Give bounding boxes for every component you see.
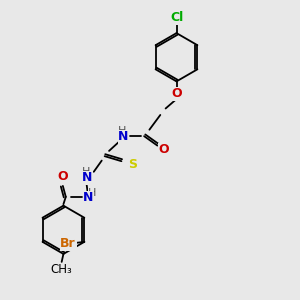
Text: S: S — [128, 158, 137, 171]
Text: N: N — [118, 130, 129, 143]
Text: CH₃: CH₃ — [50, 263, 72, 276]
Text: Cl: Cl — [170, 11, 183, 24]
Text: O: O — [171, 87, 182, 100]
Text: N: N — [82, 171, 92, 184]
Text: O: O — [158, 143, 169, 157]
Text: O: O — [57, 170, 68, 183]
Text: H: H — [118, 126, 127, 136]
Text: H: H — [82, 167, 90, 177]
Text: Br: Br — [60, 237, 76, 250]
Text: H: H — [88, 188, 97, 198]
Text: N: N — [83, 191, 94, 204]
